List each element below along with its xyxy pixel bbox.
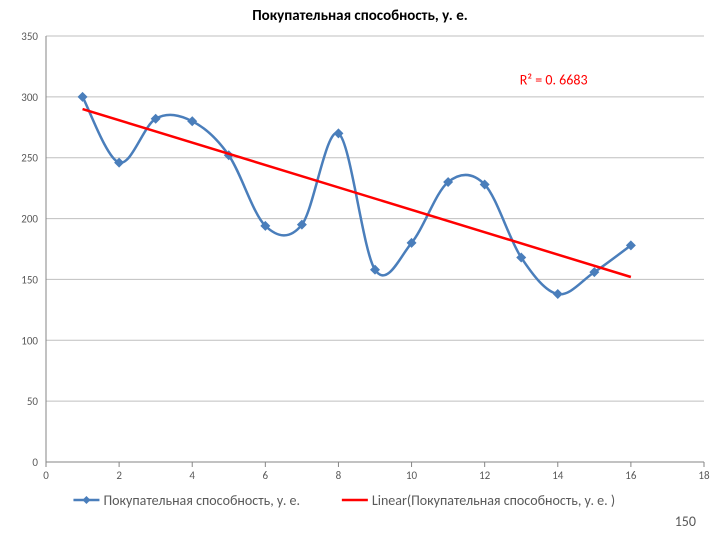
x-tick-label: 10 [406, 469, 418, 482]
y-tick-label: 300 [21, 91, 38, 104]
x-tick-label: 16 [625, 469, 637, 482]
x-tick-label: 18 [698, 469, 710, 482]
y-tick-label: 100 [21, 334, 38, 347]
x-tick-label: 12 [479, 469, 491, 482]
x-tick-label: 2 [116, 469, 122, 482]
x-tick-label: 6 [263, 469, 269, 482]
series-line [83, 97, 631, 294]
x-tick-label: 14 [552, 469, 564, 482]
legend: Покупательная способность, у. е. Linear(П… [73, 492, 615, 509]
chart-container: Покупательная способность, у. е.05010015… [0, 0, 720, 540]
x-tick-label: 0 [43, 469, 49, 482]
y-tick-label: 250 [21, 152, 38, 165]
page-number: 150 [675, 513, 696, 530]
series-marker [553, 290, 562, 299]
chart-title: Покупательная способность, у. е. [252, 7, 468, 25]
y-tick-label: 50 [27, 395, 39, 408]
legend-item-series: Покупательная способность, у. е. [73, 492, 300, 509]
x-tick-label: 8 [336, 469, 342, 482]
y-tick-label: 200 [21, 213, 38, 226]
y-tick-label: 0 [32, 456, 38, 469]
trendline [83, 109, 631, 277]
legend-item-trend: Linear(Покупательная способность, у. е. … [342, 492, 615, 509]
x-tick-label: 4 [189, 469, 195, 482]
y-tick-label: 350 [21, 30, 38, 43]
legend-label: Linear(Покупательная способность, у. е. … [372, 492, 615, 509]
series-marker [78, 93, 87, 102]
y-tick-label: 150 [21, 273, 38, 286]
chart-svg: Покупательная способность, у. е.05010015… [0, 0, 720, 540]
r-squared-label: R² = 0. 6683 [520, 72, 588, 89]
legend-label: Покупательная способность, у. е. [103, 492, 300, 509]
